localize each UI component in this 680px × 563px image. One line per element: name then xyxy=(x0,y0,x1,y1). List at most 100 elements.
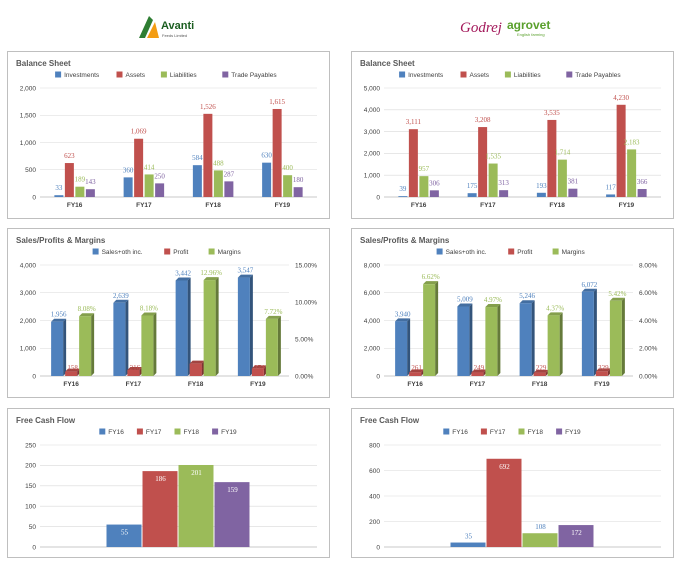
data-label: 249 xyxy=(474,364,485,372)
bar-top xyxy=(471,369,487,373)
bar-top xyxy=(251,365,267,369)
legend-label: FY16 xyxy=(452,429,468,436)
legend-label: Profit xyxy=(173,249,188,256)
data-label: 189 xyxy=(75,176,86,184)
bar-side xyxy=(435,281,439,376)
bar xyxy=(522,533,558,547)
legend-label: FY19 xyxy=(565,429,581,436)
data-label: 381 xyxy=(568,178,579,186)
y-tick-label: 2,000 xyxy=(20,318,37,325)
chart-title: Free Cash Flow xyxy=(360,416,420,425)
data-label: 400 xyxy=(282,164,293,172)
agrovet-logo-sub: English farming xyxy=(517,32,545,37)
legend-label: Investments xyxy=(64,72,100,79)
bar-top xyxy=(595,368,611,372)
bar xyxy=(488,163,498,197)
x-tick-label: FY19 xyxy=(594,381,610,388)
bar xyxy=(75,186,85,197)
bar xyxy=(485,307,498,376)
bar xyxy=(568,188,578,197)
bar xyxy=(113,302,126,376)
x-tick-label: FY19 xyxy=(619,202,635,209)
bar-top xyxy=(409,369,425,373)
bar-side xyxy=(531,300,535,376)
x-tick-label: FY17 xyxy=(136,202,152,209)
y-tick-label: 800 xyxy=(369,442,380,449)
legend-swatch xyxy=(460,71,467,78)
bar-top xyxy=(533,369,549,373)
bar xyxy=(283,175,293,197)
data-label: 1,956 xyxy=(51,311,67,319)
godrej-balance-panel: Balance Sheet 0 1,000 2,000 3,000 4,000 5,000 I… xyxy=(351,51,674,219)
y-tick-label: 0 xyxy=(32,373,36,380)
avanti-balance-chart: Balance Sheet 0 500 1,000 1,500 2,000 Investme… xyxy=(16,59,317,209)
legend-swatch xyxy=(212,428,219,435)
legend-swatch xyxy=(164,248,171,255)
data-label: 3,208 xyxy=(475,116,491,124)
legend-swatch xyxy=(136,428,143,435)
data-label: 8.08% xyxy=(78,305,96,313)
avanti-sales-chart: Sales/Profits & Margins 0 1,000 2,000 3,000 4… xyxy=(16,236,317,388)
bar-side xyxy=(63,318,67,376)
bar xyxy=(175,280,188,376)
data-label: 692 xyxy=(499,463,510,471)
y-tick-label: 2,000 xyxy=(20,85,37,92)
legend-label: Liabilities xyxy=(170,72,197,79)
godrej-sales-chart: Sales/Profits & Margins 0 2,000 4,000 6,000 8… xyxy=(360,236,658,388)
data-label: 250 xyxy=(154,172,165,180)
avanti-balance-panel: Balance Sheet 0 500 1,000 1,500 2,000 Investme… xyxy=(7,51,330,219)
legend-swatch xyxy=(208,248,215,255)
data-label: 360 xyxy=(123,166,134,174)
data-label: 287 xyxy=(224,170,235,178)
legend-swatch xyxy=(480,428,487,435)
legend-swatch xyxy=(222,71,229,78)
y-tick-label: 200 xyxy=(25,463,36,470)
chart-title: Balance Sheet xyxy=(360,59,415,68)
bar xyxy=(408,129,418,197)
bar-top xyxy=(423,281,439,285)
legend-swatch xyxy=(566,71,573,78)
bar-top xyxy=(65,368,81,372)
data-label: 957 xyxy=(419,165,430,173)
data-label: 7.72% xyxy=(264,308,282,316)
avanti-logo-sub: Feeds Limited xyxy=(162,33,187,38)
data-label: 261 xyxy=(411,364,422,372)
bar-side xyxy=(277,315,281,376)
y2-tick-label: 5.00% xyxy=(295,336,314,343)
bar xyxy=(423,284,436,376)
godrej-logo-text: Godrej xyxy=(460,20,502,36)
x-tick-label: FY17 xyxy=(480,202,496,209)
x-tick-label: FY16 xyxy=(63,381,79,388)
data-label: 306 xyxy=(429,179,440,187)
data-label: 5,246 xyxy=(519,292,535,300)
bar-top xyxy=(265,315,281,319)
bar-side xyxy=(497,304,501,376)
data-label: 5.42% xyxy=(608,290,626,298)
legend-swatch xyxy=(92,248,99,255)
bar xyxy=(519,303,532,376)
data-label: 3,535 xyxy=(544,109,560,117)
data-label: 6,072 xyxy=(582,281,598,289)
bar xyxy=(262,162,272,197)
bar xyxy=(224,181,234,197)
data-label: 143 xyxy=(85,178,96,186)
y-tick-label: 200 xyxy=(369,519,380,526)
data-label: 1,069 xyxy=(131,128,147,136)
legend-label: Sales+oth inc. xyxy=(102,249,143,256)
data-label: 39 xyxy=(399,185,407,193)
data-label: 229 xyxy=(536,364,547,372)
data-label: 8.18% xyxy=(140,304,158,312)
bar-top xyxy=(203,277,219,281)
data-label: 12.96% xyxy=(200,269,222,277)
legend-label: Investments xyxy=(408,72,444,79)
bar xyxy=(142,471,178,547)
legend-label: Margins xyxy=(562,249,586,256)
y2-tick-label: 10.00% xyxy=(295,299,317,306)
bar xyxy=(293,187,303,197)
x-tick-label: FY16 xyxy=(67,202,83,209)
bar-top xyxy=(79,313,95,317)
data-label: 108 xyxy=(535,523,546,531)
avanti-logo-mark xyxy=(139,16,153,38)
y2-tick-label: 8.00% xyxy=(639,262,658,269)
legend-swatch xyxy=(399,71,406,78)
